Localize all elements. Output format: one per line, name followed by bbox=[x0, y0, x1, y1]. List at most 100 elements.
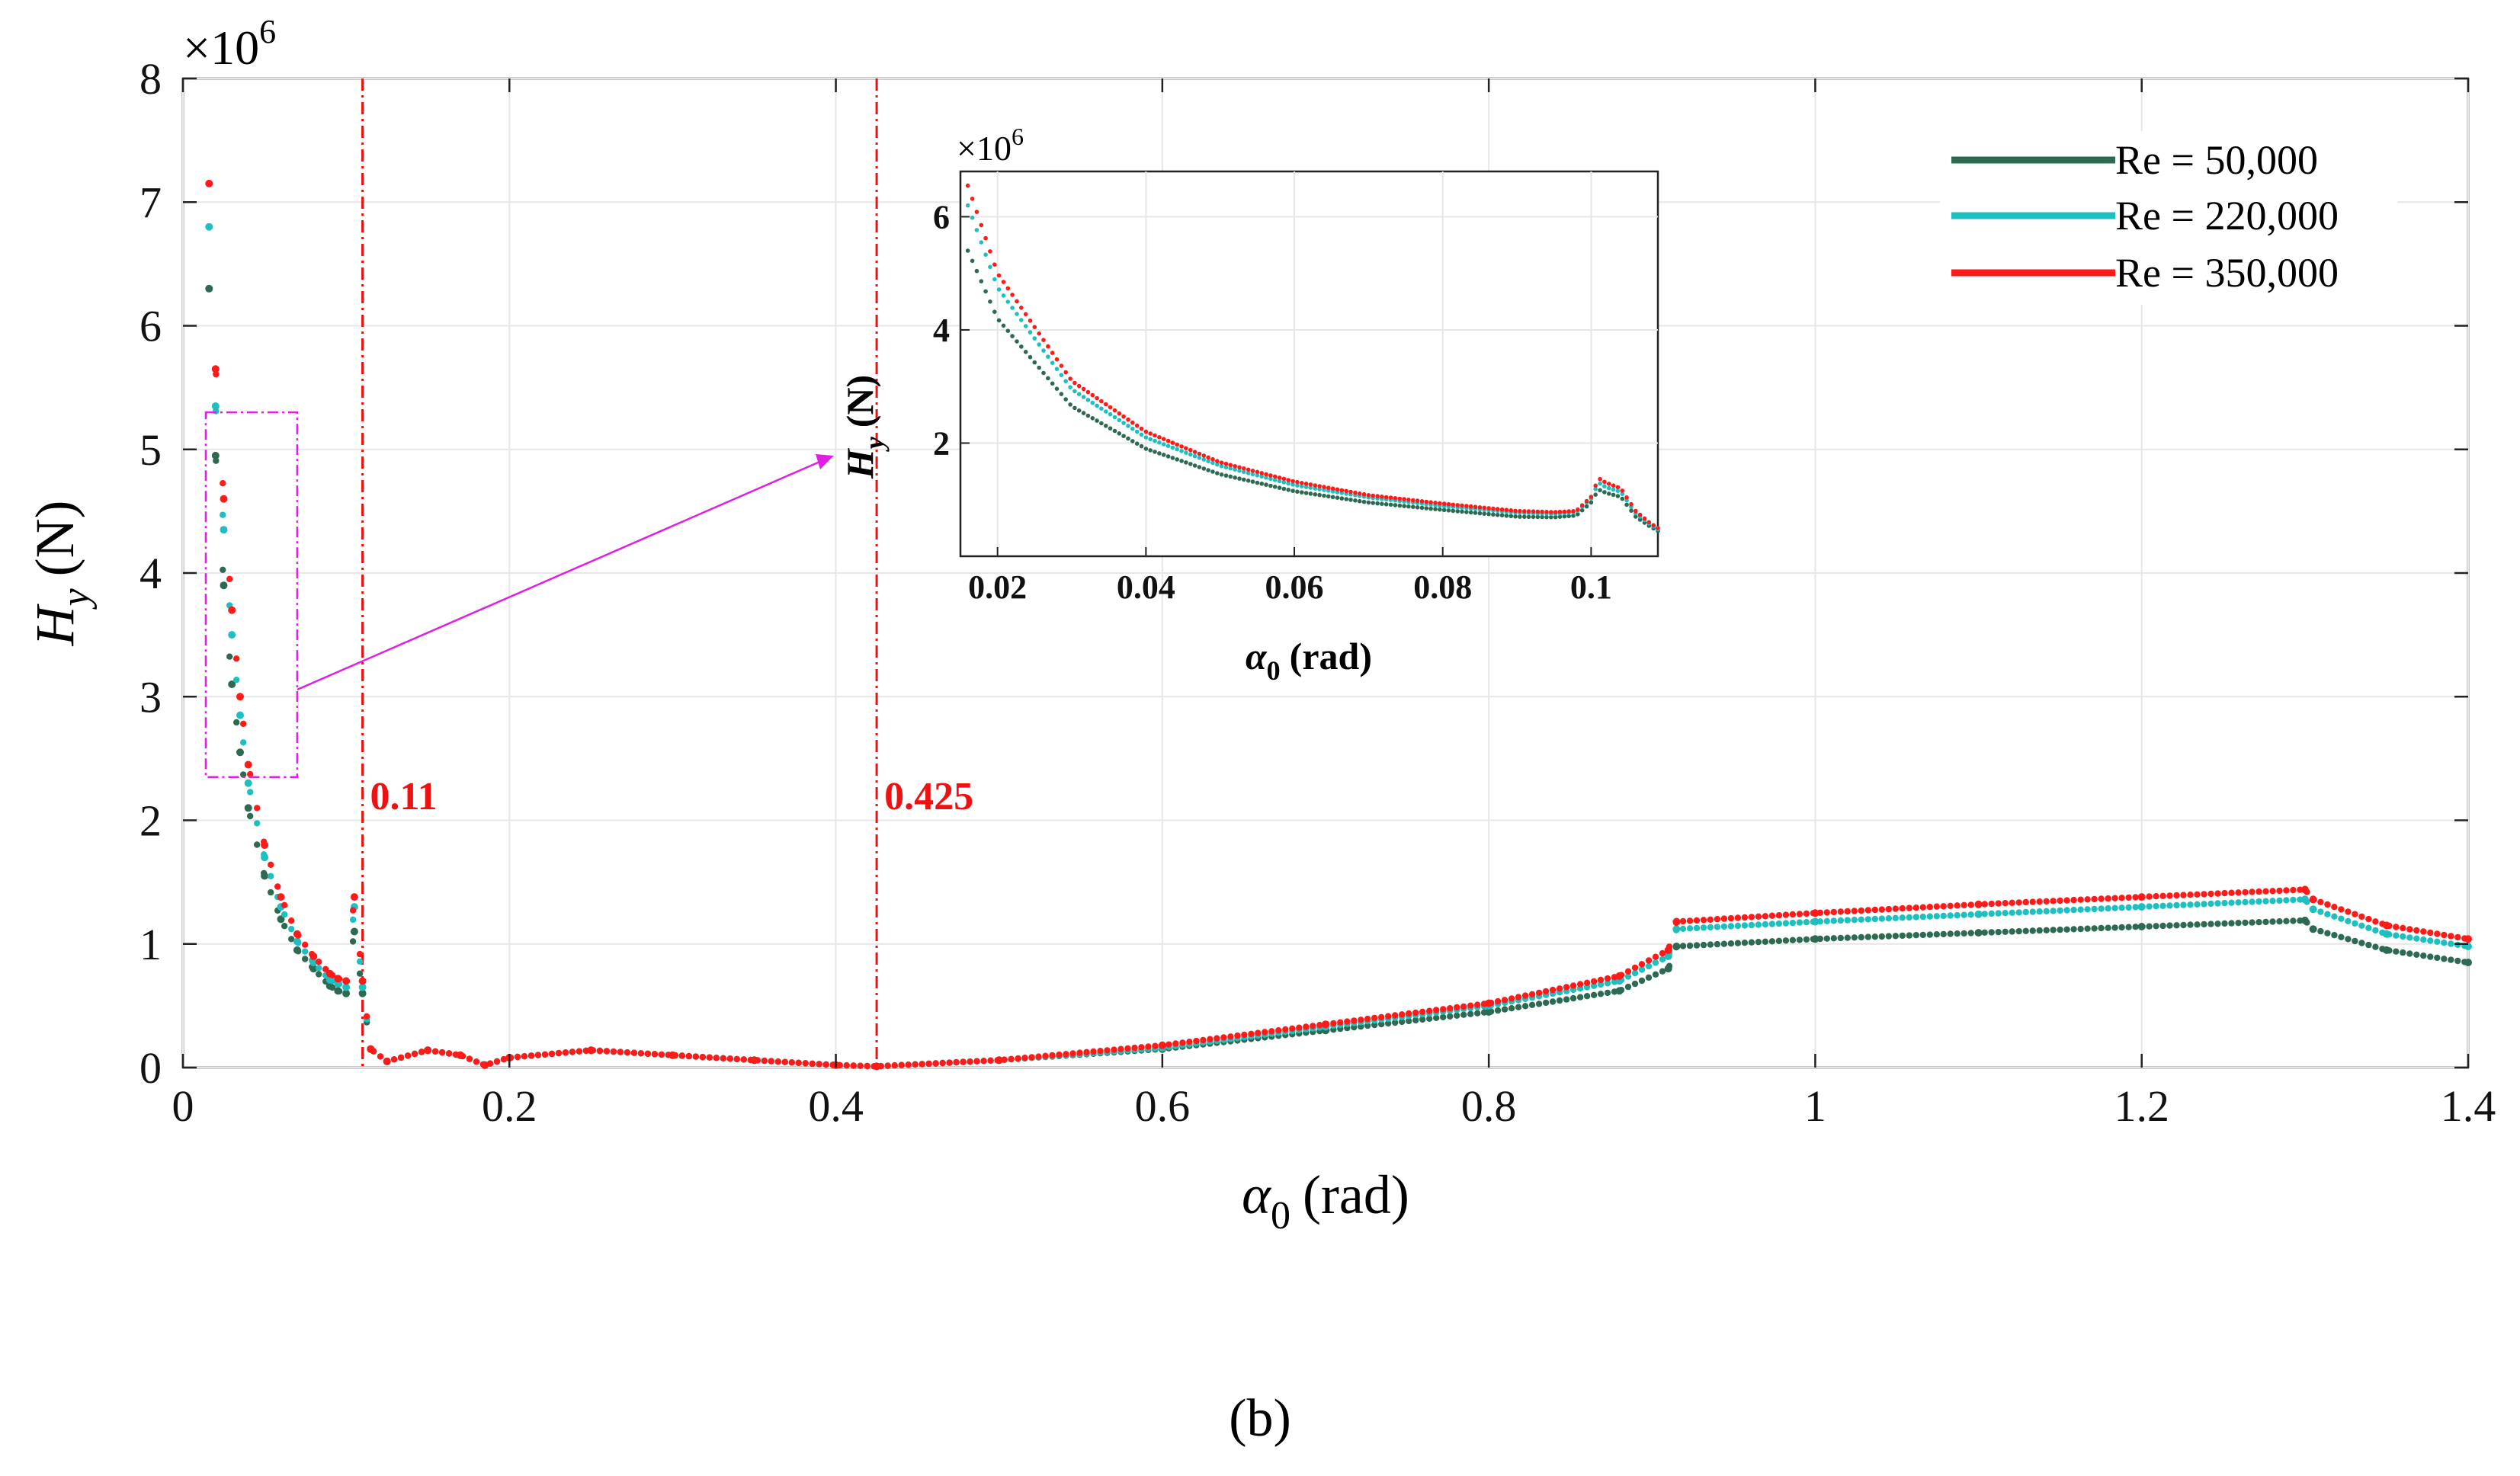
inset-data-point bbox=[1153, 433, 1157, 438]
inset-data-point bbox=[1433, 501, 1438, 505]
data-point bbox=[254, 841, 261, 848]
data-point bbox=[2290, 917, 2297, 924]
data-point bbox=[1940, 912, 1947, 920]
inset-data-point bbox=[1584, 504, 1589, 509]
data-point bbox=[397, 1054, 405, 1061]
inset-data-point bbox=[1197, 465, 1202, 469]
reference-line-label: 0.425 bbox=[884, 775, 973, 818]
data-point bbox=[2300, 885, 2309, 894]
inset-data-point bbox=[1566, 509, 1571, 514]
data-point bbox=[1322, 1020, 1329, 1029]
data-point bbox=[1494, 1007, 1502, 1014]
data-point bbox=[1371, 1014, 1378, 1022]
data-point bbox=[1693, 917, 1701, 924]
data-point bbox=[1933, 903, 1940, 910]
data-point bbox=[1364, 1015, 1371, 1023]
data-point bbox=[244, 760, 252, 769]
data-point bbox=[939, 1059, 946, 1067]
inset-data-point bbox=[1184, 460, 1188, 465]
data-point bbox=[254, 805, 261, 812]
inset-data-point bbox=[1188, 447, 1193, 453]
inset-data-point bbox=[1063, 397, 1068, 402]
inset-data-point bbox=[970, 197, 975, 201]
data-point bbox=[1460, 1011, 1467, 1018]
data-point bbox=[1508, 995, 1515, 1002]
data-point bbox=[2022, 898, 2029, 906]
data-point bbox=[1885, 905, 1892, 913]
inset-data-point bbox=[1290, 482, 1295, 487]
data-point bbox=[651, 1051, 659, 1058]
inset-data-point bbox=[1593, 492, 1598, 497]
data-point bbox=[1638, 966, 1646, 973]
data-point bbox=[1419, 1016, 1426, 1023]
data-point bbox=[481, 1061, 489, 1069]
inset-data-point bbox=[1540, 509, 1544, 514]
data-point bbox=[1296, 1024, 1303, 1031]
data-point bbox=[226, 575, 233, 582]
data-point bbox=[424, 1046, 432, 1055]
data-point bbox=[1995, 910, 2002, 917]
inset-exponent-label: ×106 bbox=[957, 123, 1024, 168]
data-point bbox=[726, 1055, 733, 1062]
data-point bbox=[205, 179, 213, 187]
y-tick-label: 6 bbox=[139, 302, 162, 351]
data-point bbox=[2125, 894, 2132, 901]
reference-line-label: 0.11 bbox=[370, 775, 438, 818]
data-point bbox=[2214, 900, 2221, 907]
data-point bbox=[1714, 916, 1721, 923]
inset-data-point bbox=[1108, 411, 1113, 417]
legend-label-re-220000: Re = 220,000 bbox=[2115, 193, 2339, 239]
data-point bbox=[2300, 916, 2309, 924]
inset-data-point bbox=[1059, 363, 1064, 368]
data-point bbox=[1830, 935, 1837, 942]
data-point bbox=[2441, 931, 2448, 939]
inset-data-point bbox=[1589, 495, 1594, 499]
inset-data-point bbox=[1504, 514, 1509, 518]
inset-data-point bbox=[1108, 405, 1113, 410]
inset-data-point bbox=[1015, 312, 1019, 316]
inset-data-point bbox=[1215, 459, 1220, 463]
data-point bbox=[788, 1059, 796, 1066]
inset-data-point bbox=[1063, 379, 1068, 384]
inset-data-point bbox=[1170, 456, 1175, 460]
inset-data-point bbox=[1504, 507, 1509, 512]
inset-data-point bbox=[1464, 504, 1469, 508]
data-point bbox=[293, 937, 301, 946]
data-point bbox=[2137, 893, 2146, 901]
data-point bbox=[2111, 904, 2118, 911]
data-point bbox=[1892, 933, 1899, 940]
inset-data-point bbox=[1250, 469, 1255, 473]
data-point bbox=[967, 1058, 973, 1065]
data-point bbox=[2194, 921, 2201, 928]
data-point bbox=[302, 956, 309, 962]
data-point bbox=[1912, 932, 1919, 939]
data-point bbox=[2269, 888, 2276, 895]
data-point bbox=[1604, 975, 1611, 982]
inset-data-point bbox=[1175, 442, 1179, 447]
data-point bbox=[2159, 892, 2166, 900]
inset-data-point bbox=[1170, 440, 1175, 445]
y-tick-label: 1 bbox=[139, 920, 162, 969]
x-tick-label: 1.2 bbox=[2114, 1081, 2169, 1131]
inset-data-point bbox=[1153, 450, 1157, 454]
data-point bbox=[1652, 953, 1659, 960]
data-point bbox=[1597, 981, 1605, 988]
inset-data-point bbox=[1130, 426, 1135, 431]
data-point bbox=[500, 1056, 508, 1063]
data-point bbox=[2194, 901, 2201, 908]
inset-data-point bbox=[1326, 494, 1331, 499]
data-point bbox=[1008, 1055, 1015, 1063]
inset-data-point bbox=[1656, 526, 1660, 530]
inset-data-point bbox=[1184, 450, 1188, 455]
data-point bbox=[2002, 910, 2009, 917]
inset-data-point bbox=[1642, 516, 1647, 521]
data-point bbox=[1686, 925, 1694, 932]
inset-data-point bbox=[1277, 485, 1282, 490]
inset-data-point bbox=[1019, 318, 1024, 322]
legend-label-re-50000: Re = 50,000 bbox=[2115, 137, 2318, 183]
inset-data-point bbox=[1005, 328, 1011, 334]
data-point bbox=[2111, 895, 2118, 901]
data-point bbox=[2382, 921, 2390, 930]
data-point bbox=[2036, 898, 2043, 905]
data-point bbox=[1686, 942, 1694, 949]
